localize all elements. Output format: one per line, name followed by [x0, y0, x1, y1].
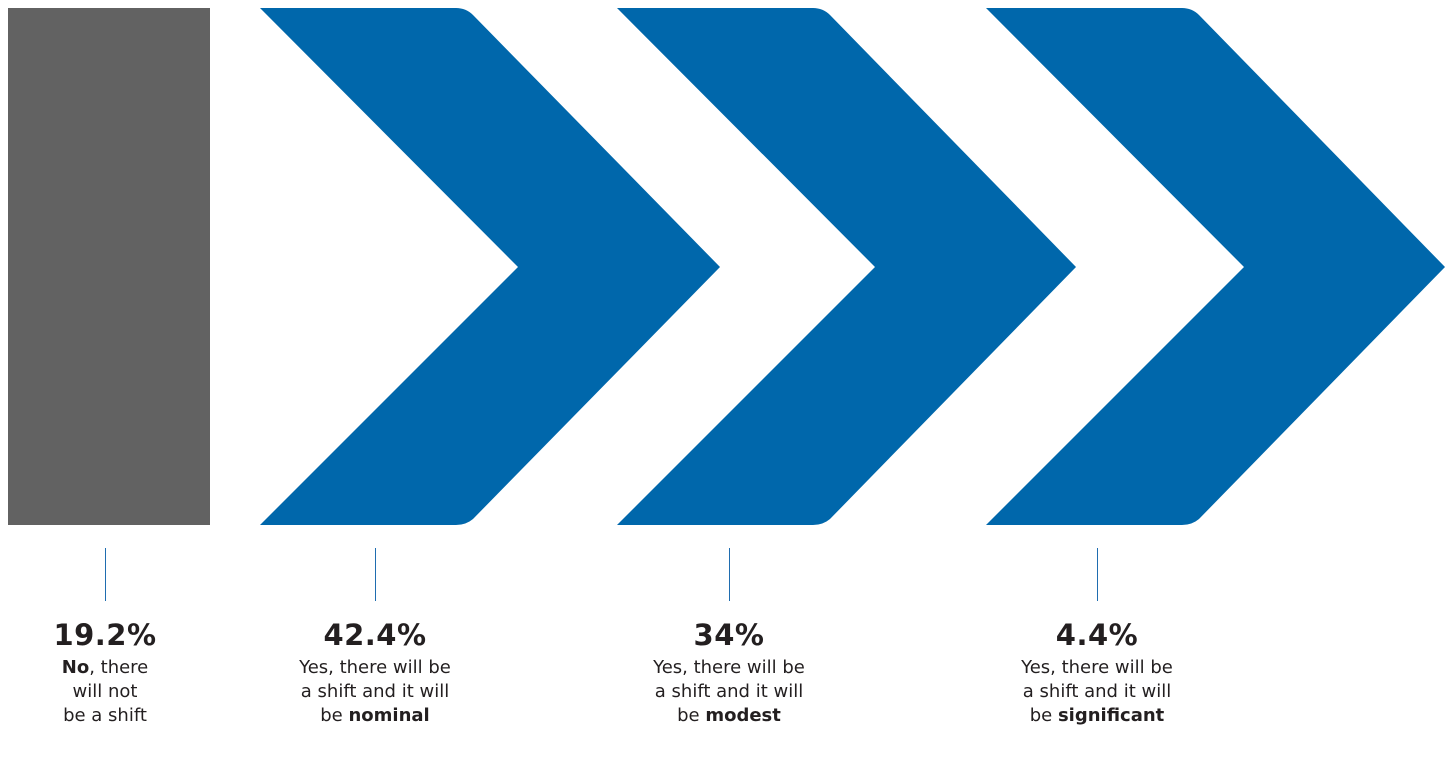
description-text: , there — [89, 657, 149, 678]
description-line-2: a shift and it will — [300, 681, 450, 702]
description-text: be — [1029, 705, 1058, 726]
connector-line-nominal — [375, 548, 376, 601]
percent-significant: 4.4% — [1055, 618, 1139, 652]
description-line-3: be modest — [624, 704, 834, 728]
description-modest: Yes, there will be a shift and it will b… — [624, 656, 834, 728]
description-line-2: a shift and it will — [654, 681, 804, 702]
emphasis-modest: modest — [705, 705, 781, 726]
emphasis-significant: significant — [1057, 705, 1165, 726]
label-no-shift: 19.2% No, there will not be a shift — [35, 618, 175, 728]
chevron-significant — [986, 8, 1445, 525]
label-significant: 4.4% Yes, there will be a shift and it w… — [992, 618, 1202, 728]
description-line-3: be nominal — [270, 704, 480, 728]
emphasis-nominal: nominal — [348, 705, 430, 726]
emphasis-no: No — [61, 657, 90, 678]
description-no-shift: No, there will not be a shift — [35, 656, 175, 728]
connector-line-no-shift — [105, 548, 106, 601]
percent-nominal: 42.4% — [323, 618, 427, 652]
percent-no-shift: 19.2% — [53, 618, 157, 652]
description-significant: Yes, there will be a shift and it will b… — [992, 656, 1202, 728]
description-nominal: Yes, there will be a shift and it will b… — [270, 656, 480, 728]
connector-line-significant — [1097, 548, 1098, 601]
chevron-nominal — [260, 8, 720, 525]
no-shift-block — [8, 8, 210, 525]
description-line-1: Yes, there will be — [299, 657, 451, 678]
label-nominal: 42.4% Yes, there will be a shift and it … — [270, 618, 480, 728]
label-modest: 34% Yes, there will be a shift and it wi… — [624, 618, 834, 728]
connector-line-modest — [729, 548, 730, 601]
chevron-modest — [617, 8, 1076, 525]
description-line-2: a shift and it will — [1022, 681, 1172, 702]
percent-modest: 34% — [693, 618, 765, 652]
description-line-3: be significant — [992, 704, 1202, 728]
description-line-1: Yes, there will be — [653, 657, 805, 678]
description-text: be — [677, 705, 706, 726]
description-line-1: Yes, there will be — [1021, 657, 1173, 678]
description-line-1: No, there — [35, 656, 175, 680]
description-line-3: be a shift — [63, 705, 147, 726]
description-line-2: will not — [72, 681, 138, 702]
description-text: be — [320, 705, 349, 726]
